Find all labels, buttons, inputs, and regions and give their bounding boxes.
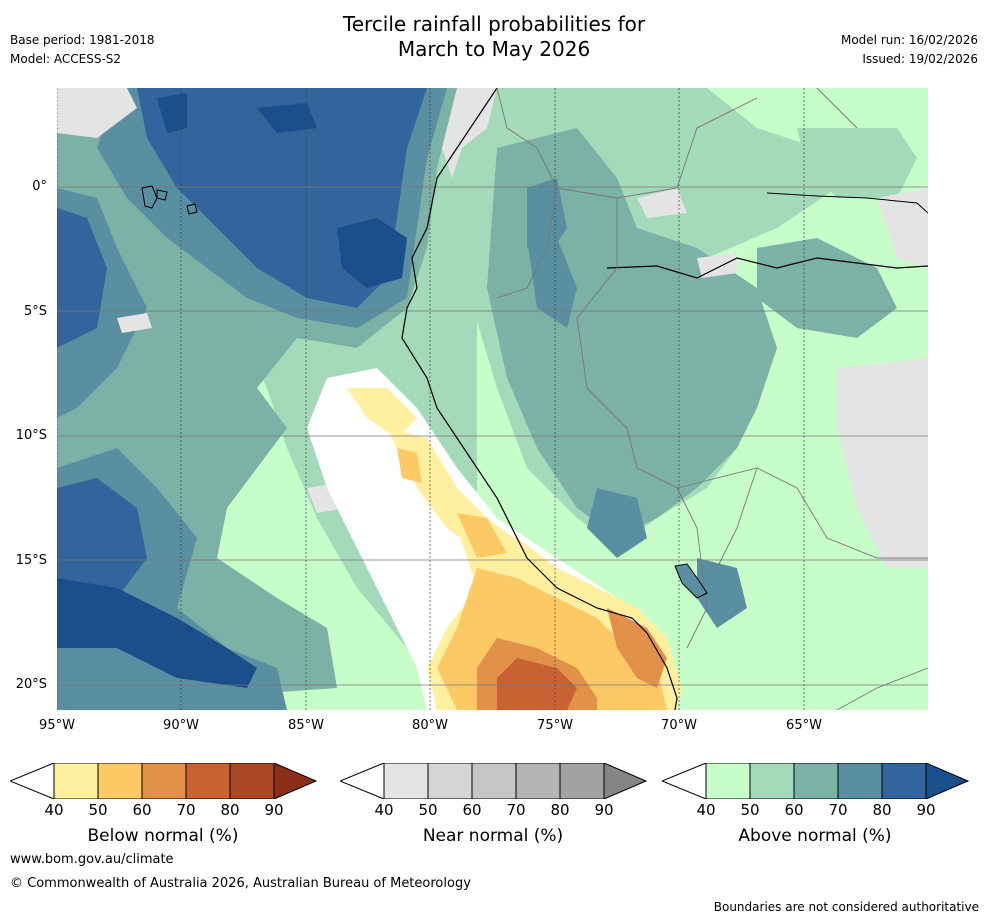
colorbar-above-tick: 90 [916, 801, 936, 819]
title-line-2: March to May 2026 [397, 37, 591, 61]
amazon-river [606, 257, 928, 279]
lon-tick-90w: 90°W [163, 718, 199, 733]
colorbar-near-tick: 40 [374, 801, 394, 819]
lat-tick-15s: 15°S [15, 553, 47, 568]
lon-tick-75w: 75°W [537, 718, 573, 733]
website-link[interactable]: www.bom.gov.au/climate [10, 852, 174, 867]
lon-tick-85w: 85°W [288, 718, 324, 733]
land-probability-layers [457, 88, 917, 628]
boundary-disclaimer: Boundaries are not considered authoritat… [713, 900, 979, 914]
colorbar-near-tick: 50 [418, 801, 438, 819]
below-normal-band [307, 368, 682, 710]
near-normal-patches [57, 88, 928, 568]
colorbar-below-tick: 90 [264, 801, 284, 819]
issued-date: Issued: 19/02/2026 [862, 52, 978, 66]
probability-map [57, 88, 928, 710]
colorbar-below-normal [10, 763, 318, 799]
lake-titicaca [674, 563, 708, 599]
lon-tick-70w: 70°W [661, 718, 697, 733]
lat-tick-0: 0° [32, 179, 47, 194]
colorbar-near-tick: 70 [506, 801, 526, 819]
lon-tick-65w: 65°W [786, 718, 822, 733]
colorbar-near-tick: 60 [462, 801, 482, 819]
colorbar-above-tick: 60 [784, 801, 804, 819]
colorbar-below-tick: 60 [132, 801, 152, 819]
colorbar-near-normal [340, 763, 648, 799]
model-run: Model run: 16/02/2026 [840, 33, 978, 47]
colorbar-above-tick: 70 [828, 801, 848, 819]
river-north [766, 192, 928, 214]
lat-tick-10s: 10°S [15, 428, 47, 443]
lat-tick-20s: 20°S [15, 677, 47, 692]
colorbar-below-tick: 50 [88, 801, 108, 819]
colorbar-above-label: Above normal (%) [738, 826, 892, 846]
copyright: © Commonwealth of Australia 2026, Austra… [10, 876, 471, 891]
page-title: Tercile rainfall probabilities for March… [0, 12, 988, 62]
colorbar-above-tick: 80 [872, 801, 892, 819]
coastline [401, 88, 678, 710]
colorbar-near-tick: 80 [550, 801, 570, 819]
map-frame [57, 88, 928, 710]
model-name: Model: ACCESS-S2 [10, 52, 122, 66]
colorbar-below-tick: 40 [44, 801, 64, 819]
colorbar-above-normal [662, 763, 970, 799]
map-graticule [57, 88, 928, 710]
colorbar-below-tick: 70 [176, 801, 196, 819]
colorbar-near-label: Near normal (%) [422, 826, 564, 846]
galapagos-islands [141, 185, 198, 215]
lon-tick-95w: 95°W [39, 718, 75, 733]
colorbar-near-tick: 90 [594, 801, 614, 819]
lon-tick-80w: 80°W [412, 718, 448, 733]
colorbar-above-tick: 50 [740, 801, 760, 819]
lat-tick-5s: 5°S [23, 304, 47, 319]
colorbar-above-tick: 40 [696, 801, 716, 819]
colorbar-below-tick: 80 [220, 801, 240, 819]
base-period: Base period: 1981-2018 [10, 33, 155, 47]
country-borders [496, 88, 928, 710]
title-line-1: Tercile rainfall probabilities for [342, 12, 646, 36]
colorbar-below-label: Below normal (%) [87, 826, 239, 846]
